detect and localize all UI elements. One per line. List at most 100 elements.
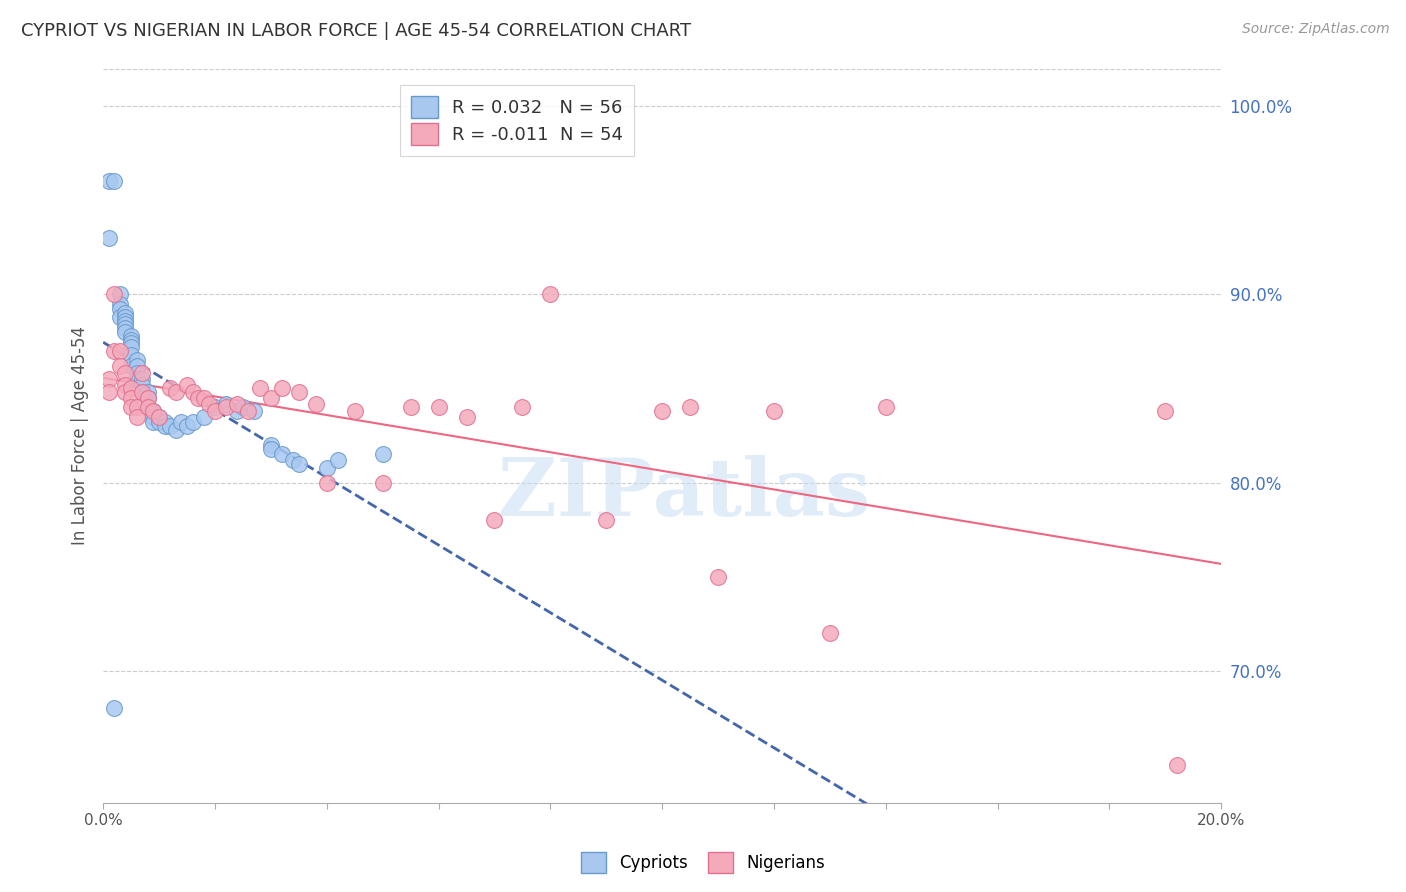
- Point: [456, 409, 478, 424]
- Point: [260, 391, 283, 405]
- Point: [215, 396, 238, 410]
- Point: [136, 391, 159, 405]
- Point: [120, 359, 142, 373]
- Legend: R = 0.032   N = 56, R = -0.011  N = 54: R = 0.032 N = 56, R = -0.011 N = 54: [399, 85, 634, 156]
- Point: [198, 396, 221, 410]
- Point: [153, 419, 176, 434]
- Point: [288, 457, 311, 471]
- Point: [371, 475, 394, 490]
- Point: [226, 404, 249, 418]
- Point: [120, 333, 142, 347]
- Point: [136, 391, 159, 405]
- Point: [153, 415, 176, 429]
- Point: [97, 231, 120, 245]
- Point: [148, 409, 170, 424]
- Point: [103, 174, 125, 188]
- Point: [371, 447, 394, 461]
- Point: [142, 404, 165, 418]
- Point: [315, 475, 337, 490]
- Point: [136, 401, 159, 415]
- Point: [343, 404, 366, 418]
- Point: [326, 453, 349, 467]
- Point: [238, 404, 260, 418]
- Text: Source: ZipAtlas.com: Source: ZipAtlas.com: [1241, 22, 1389, 37]
- Point: [226, 396, 249, 410]
- Point: [165, 385, 187, 400]
- Point: [271, 382, 294, 396]
- Point: [170, 415, 193, 429]
- Point: [142, 415, 165, 429]
- Point: [484, 513, 506, 527]
- Point: [114, 314, 136, 328]
- Point: [271, 447, 294, 461]
- Point: [159, 419, 181, 434]
- Point: [108, 359, 131, 373]
- Point: [399, 401, 422, 415]
- Point: [315, 460, 337, 475]
- Point: [181, 385, 204, 400]
- Point: [125, 367, 148, 381]
- Point: [176, 377, 198, 392]
- Point: [97, 372, 120, 386]
- Point: [114, 310, 136, 324]
- Point: [125, 353, 148, 368]
- Point: [181, 415, 204, 429]
- Point: [125, 409, 148, 424]
- Y-axis label: In Labor Force | Age 45-54: In Labor Force | Age 45-54: [72, 326, 89, 545]
- Point: [108, 310, 131, 324]
- Point: [114, 306, 136, 320]
- Point: [103, 287, 125, 301]
- Point: [159, 382, 181, 396]
- Point: [114, 318, 136, 332]
- Point: [114, 321, 136, 335]
- Point: [131, 372, 153, 386]
- Point: [1166, 757, 1188, 772]
- Point: [193, 409, 215, 424]
- Point: [215, 401, 238, 415]
- Point: [707, 569, 730, 583]
- Text: CYPRIOT VS NIGERIAN IN LABOR FORCE | AGE 45-54 CORRELATION CHART: CYPRIOT VS NIGERIAN IN LABOR FORCE | AGE…: [21, 22, 692, 40]
- Legend: Cypriots, Nigerians: Cypriots, Nigerians: [574, 846, 832, 880]
- Point: [103, 343, 125, 358]
- Point: [131, 385, 153, 400]
- Point: [595, 513, 617, 527]
- Point: [176, 419, 198, 434]
- Point: [148, 409, 170, 424]
- Point: [304, 396, 326, 410]
- Point: [120, 391, 142, 405]
- Point: [125, 372, 148, 386]
- Point: [108, 302, 131, 317]
- Point: [148, 415, 170, 429]
- Point: [120, 348, 142, 362]
- Point: [125, 401, 148, 415]
- Point: [108, 297, 131, 311]
- Point: [114, 385, 136, 400]
- Point: [249, 382, 271, 396]
- Point: [125, 359, 148, 373]
- Point: [283, 453, 305, 467]
- Point: [114, 377, 136, 392]
- Point: [512, 401, 534, 415]
- Point: [427, 401, 450, 415]
- Point: [120, 340, 142, 354]
- Point: [120, 382, 142, 396]
- Point: [120, 328, 142, 343]
- Point: [818, 626, 841, 640]
- Point: [114, 325, 136, 339]
- Point: [187, 391, 209, 405]
- Point: [1154, 404, 1177, 418]
- Point: [288, 385, 311, 400]
- Point: [103, 701, 125, 715]
- Point: [538, 287, 561, 301]
- Point: [131, 377, 153, 392]
- Point: [120, 336, 142, 351]
- Point: [260, 438, 283, 452]
- Point: [114, 367, 136, 381]
- Point: [97, 385, 120, 400]
- Point: [120, 401, 142, 415]
- Point: [136, 385, 159, 400]
- Point: [108, 287, 131, 301]
- Point: [260, 442, 283, 456]
- Point: [142, 409, 165, 424]
- Point: [131, 367, 153, 381]
